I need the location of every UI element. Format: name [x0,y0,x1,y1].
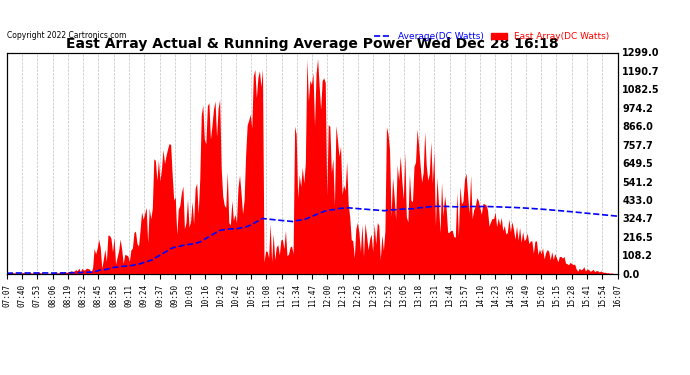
Title: East Array Actual & Running Average Power Wed Dec 28 16:18: East Array Actual & Running Average Powe… [66,38,558,51]
Legend: Average(DC Watts), East Array(DC Watts): Average(DC Watts), East Array(DC Watts) [371,28,613,45]
Text: Copyright 2022 Cartronics.com: Copyright 2022 Cartronics.com [7,32,126,40]
